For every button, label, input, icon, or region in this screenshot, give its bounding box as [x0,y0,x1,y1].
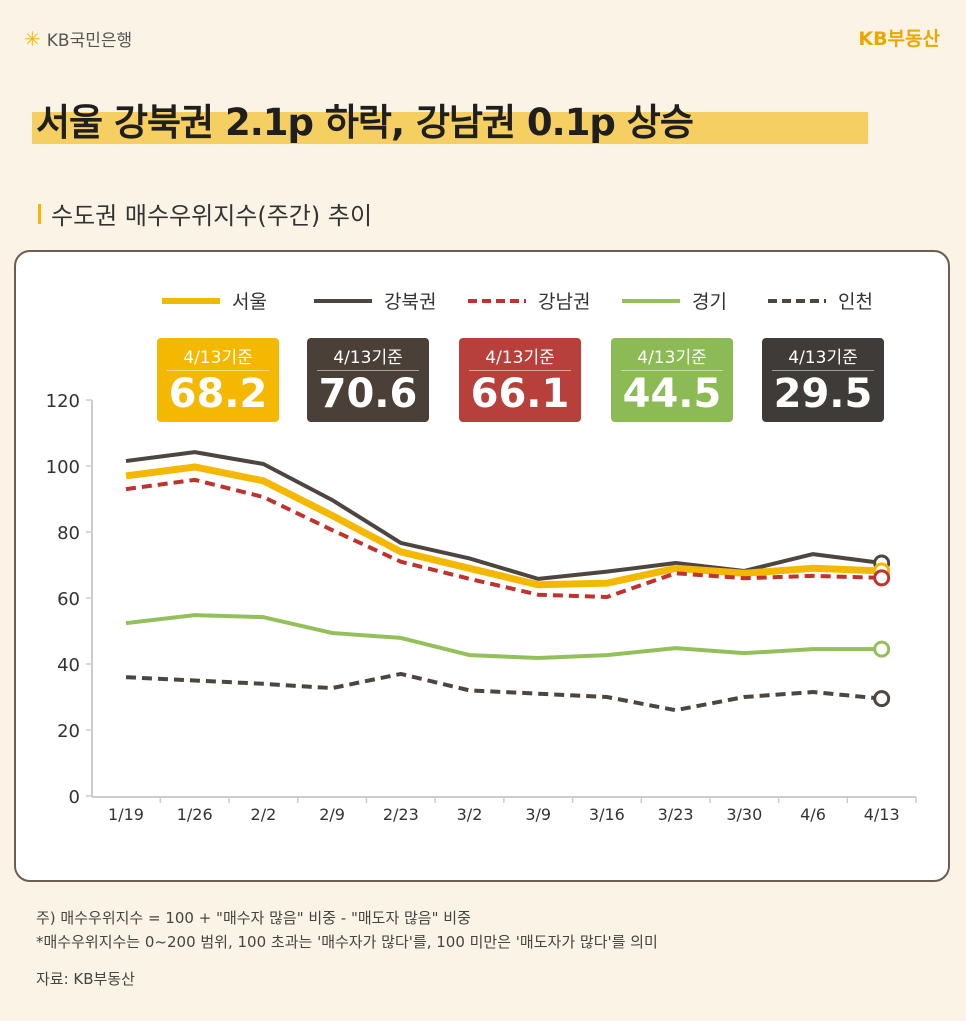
x-tick-label: 3/30 [726,805,762,824]
legend-item-3: 경기 [620,287,727,314]
badge-date: 4/13기준 [772,338,874,371]
badge-value: 29.5 [773,371,873,417]
legend-swatch [622,298,680,303]
legend-item-2: 강남권 [466,287,590,314]
y-tick-label: 120 [46,391,80,412]
subtitle-marker [38,203,41,224]
legend-swatch [768,298,826,303]
x-tick-label: 2/23 [383,805,419,824]
value-badge-0: 4/13기준 68.2 [157,338,279,422]
series-line-경기 [125,613,882,661]
legend-swatch [162,297,220,304]
legend-item-1: 강북권 [312,287,436,314]
y-tick-label: 100 [46,457,80,478]
legend-swatch [468,298,526,303]
kb-star-icon: ✳ [24,26,41,51]
value-badge-1: 4/13기준 70.6 [307,338,429,422]
y-tick-label: 80 [57,523,80,544]
y-tick-label: 0 [69,787,80,808]
value-badge-2: 4/13기준 66.1 [459,338,581,422]
title-highlight [32,112,868,144]
x-tick-label: 4/6 [800,805,826,824]
legend-label: 강남권 [538,291,591,313]
badge-value: 66.1 [470,371,570,417]
subtitle-text: 수도권 매수우위지수(주간) 추이 [51,202,373,230]
x-tick-label: 2/9 [319,805,345,824]
x-tick-label: 4/13 [864,805,900,824]
series-line-서울 [125,463,882,589]
legend-label: 강북권 [384,291,437,313]
series-line-인천 [125,671,882,713]
y-tick-label: 60 [57,589,80,610]
legend-item-0: 서울 [160,287,267,314]
brand-left: KB국민은행 [46,31,133,51]
badge-date: 4/13기준 [469,338,571,371]
y-tick-label: 20 [57,721,80,742]
value-badge-3: 4/13기준 44.5 [611,338,733,422]
headline: 서울 강북권 2.1p 하락, 강남권 0.1p 상승 [32,92,868,146]
x-tick-label: 2/2 [251,805,277,824]
source-note: 자료: KB부동산 [36,970,135,988]
legend-label: 서울 [232,291,267,313]
badge-value: 68.2 [168,371,268,417]
badge-value: 44.5 [622,371,722,417]
data-point [873,690,891,708]
chart-subtitle: 수도권 매수우위지수(주간) 추이 [38,196,372,231]
series-line-강북권 [125,450,882,581]
kb-realestate-logo: KB부동산 [858,28,940,50]
data-point [873,640,891,658]
badge-value: 70.6 [318,371,418,417]
legend-label: 경기 [692,291,727,313]
footnote-1: 주) 매수우위지수 = 100 + "매수자 많음" 비중 - "매도자 많음"… [36,909,471,927]
legend-item-4: 인천 [766,287,873,314]
y-tick-label: 40 [57,655,80,676]
badge-date: 4/13기준 [317,338,419,371]
badge-date: 4/13기준 [167,338,269,371]
legend-label: 인천 [838,291,873,313]
x-tick-label: 3/16 [589,805,625,824]
page-title: 서울 강북권 2.1p 하락, 강남권 0.1p 상승 [36,101,694,144]
data-point [873,569,891,587]
x-tick-label: 3/9 [525,805,551,824]
x-tick-label: 1/19 [108,805,144,824]
legend-swatch [314,298,372,303]
footnote-2: *매수우위지수는 0~200 범위, 100 초과는 '매수자가 많다'를, 1… [36,933,658,951]
series-line-강남권 [125,477,882,600]
x-tick-label: 3/2 [457,805,483,824]
x-tick-label: 3/23 [658,805,694,824]
kb-bank-logo: ✳ KB국민은행 [24,26,133,52]
value-badge-4: 4/13기준 29.5 [762,338,884,422]
footnotes: 주) 매수우위지수 = 100 + "매수자 많음" 비중 - "매도자 많음"… [36,906,658,954]
badge-date: 4/13기준 [621,338,723,371]
x-tick-label: 1/26 [177,805,213,824]
